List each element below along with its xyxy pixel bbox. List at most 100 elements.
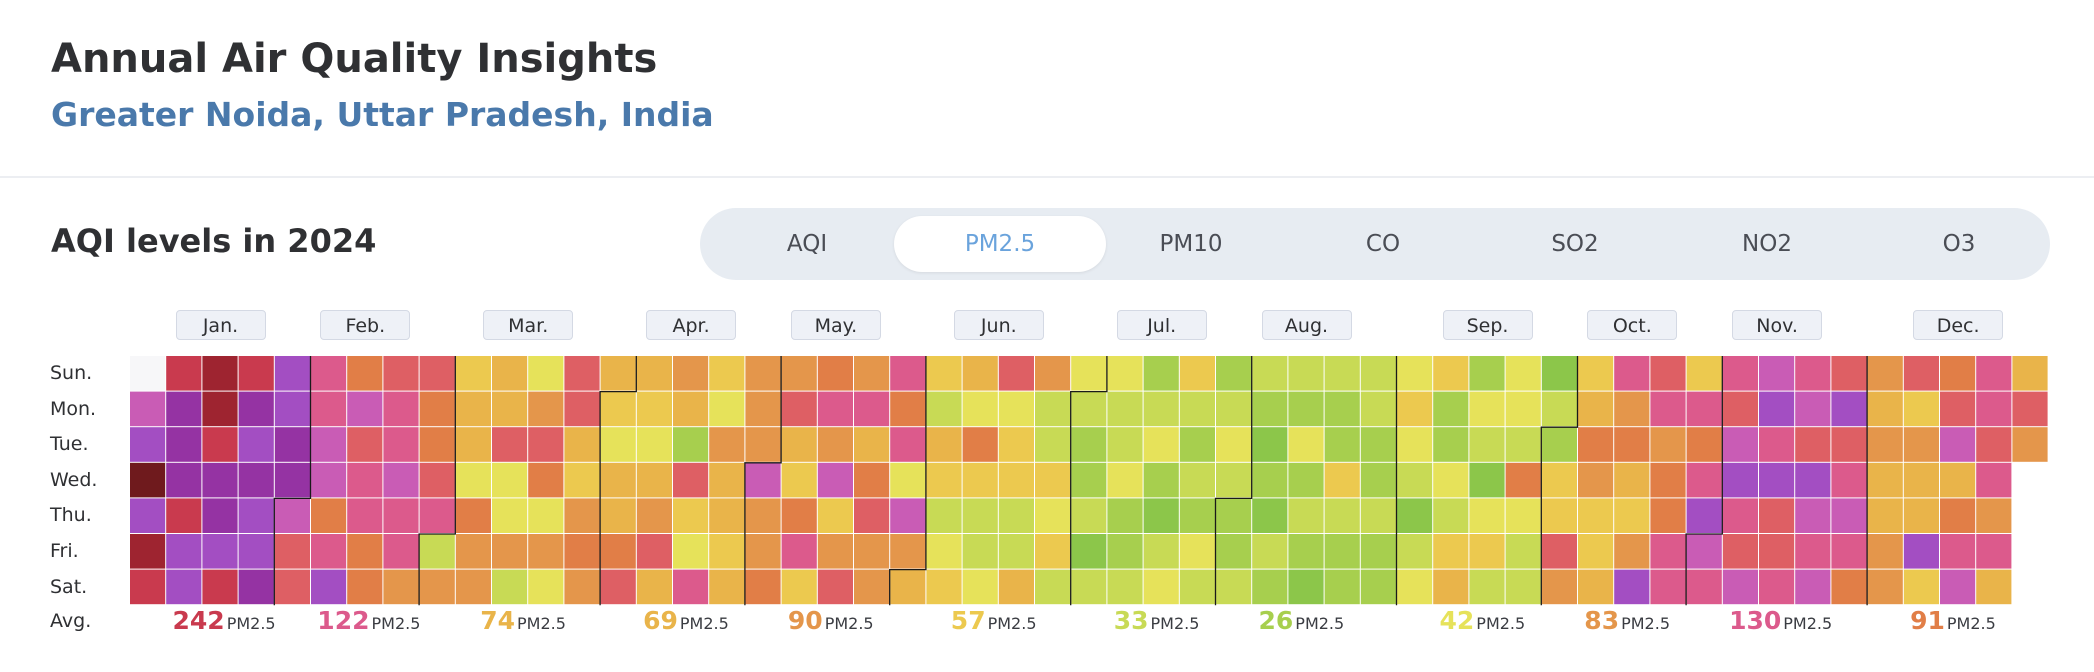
heatmap-cell[interactable] bbox=[998, 462, 1034, 498]
heatmap-cell[interactable] bbox=[274, 427, 310, 462]
heatmap-cell[interactable] bbox=[492, 462, 528, 498]
heatmap-cell[interactable] bbox=[311, 569, 347, 605]
heatmap-cell[interactable] bbox=[1288, 534, 1324, 569]
heatmap-cell[interactable] bbox=[1071, 462, 1107, 498]
heatmap-cell[interactable] bbox=[636, 391, 672, 427]
heatmap-cell[interactable] bbox=[528, 462, 564, 498]
heatmap-cell[interactable] bbox=[1505, 534, 1541, 569]
heatmap-cell[interactable] bbox=[419, 569, 455, 605]
heatmap-cell[interactable] bbox=[238, 356, 274, 391]
heatmap-cell[interactable] bbox=[926, 569, 962, 605]
heatmap-cell[interactable] bbox=[1324, 498, 1360, 533]
heatmap-cell[interactable] bbox=[1795, 356, 1831, 391]
heatmap-cell[interactable] bbox=[673, 427, 709, 462]
heatmap-cell[interactable] bbox=[890, 427, 926, 462]
heatmap-cell[interactable] bbox=[1578, 534, 1614, 569]
heatmap-cell[interactable] bbox=[1071, 391, 1107, 427]
heatmap-cell[interactable] bbox=[166, 391, 202, 427]
heatmap-cell[interactable] bbox=[1469, 498, 1505, 533]
heatmap-cell[interactable] bbox=[1216, 498, 1252, 533]
heatmap-cell[interactable] bbox=[781, 427, 817, 462]
heatmap-cell[interactable] bbox=[1976, 534, 2012, 569]
heatmap-cell[interactable] bbox=[383, 534, 419, 569]
heatmap-cell[interactable] bbox=[962, 498, 998, 533]
heatmap-cell[interactable] bbox=[1795, 534, 1831, 569]
heatmap-cell[interactable] bbox=[1541, 356, 1577, 391]
heatmap-cell[interactable] bbox=[998, 569, 1034, 605]
heatmap-cell[interactable] bbox=[1795, 462, 1831, 498]
heatmap-cell[interactable] bbox=[1940, 391, 1976, 427]
heatmap-cell[interactable] bbox=[709, 391, 745, 427]
heatmap-cell[interactable] bbox=[998, 427, 1034, 462]
heatmap-cell[interactable] bbox=[1397, 391, 1433, 427]
heatmap-cell[interactable] bbox=[1940, 462, 1976, 498]
heatmap-cell[interactable] bbox=[817, 569, 853, 605]
heatmap-cell[interactable] bbox=[455, 498, 491, 533]
heatmap-cell[interactable] bbox=[890, 391, 926, 427]
heatmap-cell[interactable] bbox=[673, 569, 709, 605]
heatmap-cell[interactable] bbox=[854, 427, 890, 462]
heatmap-cell[interactable] bbox=[1216, 534, 1252, 569]
heatmap-cell[interactable] bbox=[202, 391, 238, 427]
heatmap-cell[interactable] bbox=[1650, 427, 1686, 462]
heatmap-cell[interactable] bbox=[2012, 427, 2048, 462]
heatmap-cell[interactable] bbox=[1650, 498, 1686, 533]
heatmap-cell[interactable] bbox=[528, 534, 564, 569]
heatmap-cell[interactable] bbox=[1252, 427, 1288, 462]
heatmap-cell[interactable] bbox=[1360, 498, 1396, 533]
heatmap-cell[interactable] bbox=[926, 391, 962, 427]
heatmap-cell[interactable] bbox=[1505, 427, 1541, 462]
heatmap-cell[interactable] bbox=[1035, 356, 1071, 391]
heatmap-cell[interactable] bbox=[274, 569, 310, 605]
heatmap-cell[interactable] bbox=[1614, 498, 1650, 533]
heatmap-cell[interactable] bbox=[1541, 498, 1577, 533]
heatmap-cell[interactable] bbox=[419, 498, 455, 533]
heatmap-cell[interactable] bbox=[745, 569, 781, 605]
heatmap-cell[interactable] bbox=[383, 462, 419, 498]
heatmap-cell[interactable] bbox=[962, 391, 998, 427]
heatmap-cell[interactable] bbox=[962, 427, 998, 462]
tab-no2[interactable]: NO2 bbox=[1742, 231, 1792, 257]
heatmap-cell[interactable] bbox=[492, 498, 528, 533]
heatmap-cell[interactable] bbox=[1831, 569, 1867, 605]
heatmap-cell[interactable] bbox=[1397, 356, 1433, 391]
heatmap-cell[interactable] bbox=[1505, 391, 1541, 427]
heatmap-cell[interactable] bbox=[1360, 356, 1396, 391]
heatmap-cell[interactable] bbox=[998, 534, 1034, 569]
heatmap-cell[interactable] bbox=[1686, 462, 1722, 498]
heatmap-cell[interactable] bbox=[745, 534, 781, 569]
heatmap-cell[interactable] bbox=[1722, 356, 1758, 391]
heatmap-cell[interactable] bbox=[1035, 569, 1071, 605]
heatmap-cell[interactable] bbox=[926, 356, 962, 391]
heatmap-cell[interactable] bbox=[1143, 462, 1179, 498]
heatmap-cell[interactable] bbox=[1903, 498, 1939, 533]
heatmap-cell[interactable] bbox=[1541, 569, 1577, 605]
heatmap-cell[interactable] bbox=[817, 427, 853, 462]
heatmap-cell[interactable] bbox=[1722, 462, 1758, 498]
heatmap-cell[interactable] bbox=[1505, 498, 1541, 533]
heatmap-cell[interactable] bbox=[709, 356, 745, 391]
heatmap-cell[interactable] bbox=[1433, 391, 1469, 427]
heatmap-cell[interactable] bbox=[1469, 462, 1505, 498]
heatmap-cell[interactable] bbox=[1433, 569, 1469, 605]
heatmap-cell[interactable] bbox=[709, 498, 745, 533]
heatmap-cell[interactable] bbox=[1650, 356, 1686, 391]
heatmap-cell[interactable] bbox=[455, 534, 491, 569]
heatmap-cell[interactable] bbox=[238, 462, 274, 498]
heatmap-cell[interactable] bbox=[1759, 569, 1795, 605]
heatmap-cell[interactable] bbox=[1578, 462, 1614, 498]
heatmap-cell[interactable] bbox=[745, 462, 781, 498]
heatmap-cell[interactable] bbox=[854, 534, 890, 569]
heatmap-cell[interactable] bbox=[1179, 569, 1215, 605]
heatmap-cell[interactable] bbox=[347, 462, 383, 498]
heatmap-cell[interactable] bbox=[202, 498, 238, 533]
heatmap-cell[interactable] bbox=[1686, 391, 1722, 427]
heatmap-cell[interactable] bbox=[854, 569, 890, 605]
heatmap-cell[interactable] bbox=[962, 569, 998, 605]
heatmap-cell[interactable] bbox=[1795, 427, 1831, 462]
heatmap-cell[interactable] bbox=[1179, 534, 1215, 569]
heatmap-cell[interactable] bbox=[130, 427, 166, 462]
heatmap-cell[interactable] bbox=[1360, 427, 1396, 462]
heatmap-cell[interactable] bbox=[274, 356, 310, 391]
heatmap-cell[interactable] bbox=[890, 569, 926, 605]
